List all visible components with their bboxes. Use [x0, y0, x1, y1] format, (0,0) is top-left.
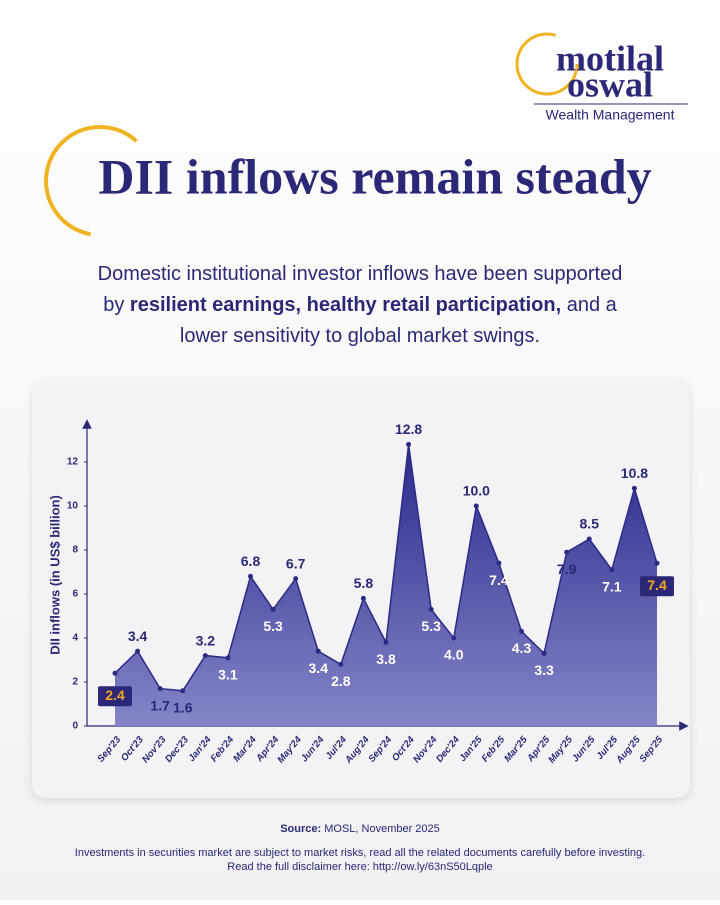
value-label: 1.6: [173, 700, 193, 716]
source: Source: MOSL, November 2025: [280, 823, 440, 835]
point: [360, 595, 366, 601]
y-tick-label: 6: [72, 589, 78, 600]
point: [157, 686, 163, 692]
value-label: 7.9: [557, 561, 577, 577]
value-label: 7.4: [489, 572, 509, 588]
point: [225, 655, 231, 661]
point: [496, 560, 502, 566]
value-label: 4.3: [512, 640, 532, 656]
value-label: 6.7: [286, 555, 306, 571]
value-label: 3.1: [218, 667, 238, 683]
point: [383, 639, 389, 645]
point: [270, 606, 276, 612]
point: [248, 573, 253, 579]
subtitle-part: by: [103, 294, 130, 316]
point: [564, 549, 570, 555]
y-tick-label: 2: [72, 677, 78, 688]
source-label: Source:: [280, 823, 321, 835]
disclaimer: Investments in securities market are sub…: [75, 847, 645, 859]
title: DII inflows remain steady: [98, 148, 651, 204]
subtitle-part: Domestic institutional investor inflows …: [98, 263, 623, 285]
value-label-box: [640, 576, 674, 597]
point: [519, 628, 524, 634]
logo-tagline: Wealth Management: [546, 107, 675, 123]
subtitle-line: by resilient earnings, healthy retail pa…: [103, 294, 617, 316]
point: [338, 661, 344, 667]
y-tick-label: 12: [67, 457, 79, 468]
subtitle-part: lower sensitivity to global market swing…: [180, 325, 540, 347]
value-label: 1.7: [150, 697, 170, 713]
point: [135, 648, 141, 654]
logo-word: oswal: [567, 64, 653, 104]
value-label: 4.0: [444, 647, 464, 663]
y-tick-label: 8: [72, 545, 78, 556]
source-text: MOSL, November 2025: [321, 823, 440, 835]
value-label: 10.8: [621, 465, 648, 481]
value-label: 5.3: [421, 618, 441, 634]
value-label: 7.4: [647, 577, 667, 593]
value-label: 5.3: [263, 618, 283, 634]
point: [473, 503, 479, 509]
value-label: 7.1: [602, 579, 622, 595]
value-label: 3.2: [196, 632, 216, 648]
logo-word: motilal: [556, 38, 664, 78]
value-label: 3.8: [376, 651, 396, 667]
value-label: 5.8: [354, 575, 374, 591]
point: [609, 567, 615, 573]
title-ring: [44, 125, 156, 237]
y-tick-label: 0: [72, 721, 78, 732]
point: [180, 688, 186, 694]
subtitle: Domestic institutional investor inflows …: [98, 263, 623, 347]
point: [293, 576, 299, 582]
y-axis-label: DII inflows (in US$ billion): [47, 495, 62, 655]
value-label: 3.3: [534, 662, 554, 678]
point: [428, 606, 434, 612]
value-label: 3.4: [309, 660, 329, 676]
point: [202, 653, 208, 659]
point: [541, 650, 547, 656]
value-label: 3.4: [128, 628, 148, 644]
subtitle-line: lower sensitivity to global market swing…: [180, 325, 540, 347]
point: [631, 485, 637, 491]
subtitle-line: Domestic institutional investor inflows …: [98, 263, 623, 285]
logo-ring: [515, 32, 579, 96]
value-label: 2.4: [105, 687, 125, 703]
area: [115, 444, 657, 726]
point: [451, 635, 457, 641]
value-label: 6.8: [241, 553, 261, 569]
point: [654, 560, 660, 566]
value-label: 2.8: [331, 673, 351, 689]
y-tick-label: 10: [67, 501, 79, 512]
value-label: 10.0: [463, 483, 490, 499]
plot: 024681012Sep'232.4Oct'233.4Nov'231.7Dec'…: [67, 421, 674, 766]
value-label: 12.8: [395, 421, 422, 437]
y-tick-label: 4: [72, 633, 78, 644]
value-label: 8.5: [580, 516, 600, 532]
subtitle-part: resilient earnings, healthy retail parti…: [130, 294, 561, 316]
point: [406, 441, 412, 447]
subtitle-part: and a: [561, 294, 617, 316]
point: [586, 536, 592, 542]
disclaimer: Read the full disclaimer here: http://ow…: [227, 861, 492, 873]
point: [112, 670, 118, 676]
point: [315, 648, 321, 654]
value-label-box: [98, 686, 132, 707]
